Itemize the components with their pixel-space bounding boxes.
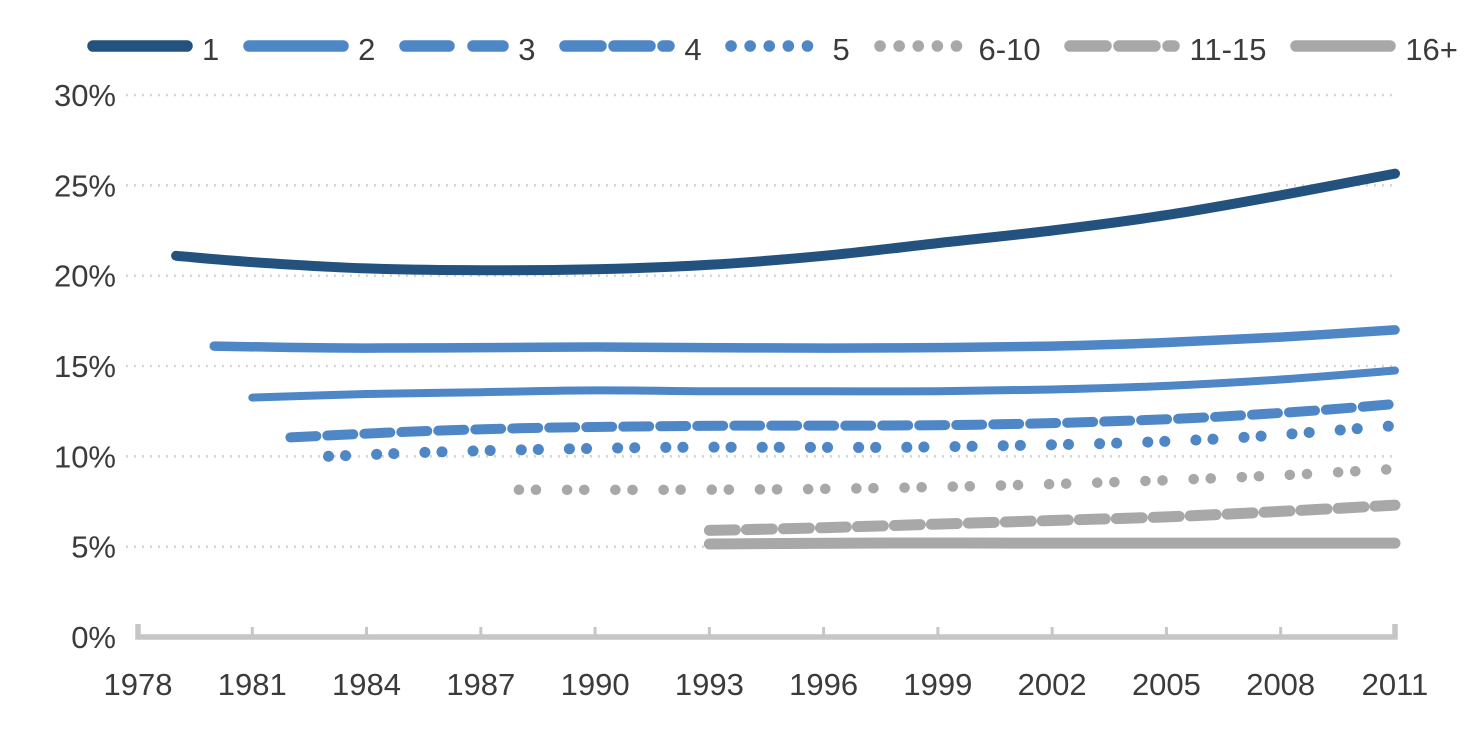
series-line-11-15 — [703, 499, 1401, 536]
x-axis-tick-labels: 1978 1981 1984 1987 1990 1993 1996 1999 2002 2005… — [104, 667, 1429, 702]
legend-sample-16+ — [1290, 40, 1397, 52]
legend-sample-11-15 — [1064, 40, 1181, 52]
x-tick-label: 2005 — [1132, 667, 1201, 702]
legend-label-1: 1 — [202, 31, 220, 67]
legend-sample-2 — [243, 40, 349, 52]
legend-item-2: 2 — [242, 31, 376, 67]
legend-label-4: 4 — [684, 31, 702, 67]
x-tick-label: 1984 — [332, 667, 401, 702]
series-line-16+ — [703, 537, 1401, 550]
legend-item-11-15: 11-15 — [1063, 31, 1267, 67]
x-axis — [135, 624, 1398, 640]
legend-item-16+: 16+ — [1289, 31, 1458, 67]
legend-item-1: 1 — [86, 31, 220, 67]
x-tick-label: 2008 — [1246, 667, 1315, 702]
series-line-4 — [285, 398, 1400, 443]
series-line-3 — [248, 366, 1399, 402]
legend-label-16+: 16+ — [1405, 31, 1458, 67]
series-line-1 — [171, 168, 1400, 276]
y-tick-label: 15% — [54, 349, 116, 384]
legend-item-6-10: 6-10 — [873, 31, 1041, 67]
y-tick-label: 10% — [54, 439, 116, 474]
x-tick-label: 2002 — [1018, 667, 1087, 702]
legend-label-2: 2 — [358, 31, 376, 67]
legend-sample-1 — [87, 40, 193, 52]
y-tick-label: 20% — [54, 259, 116, 294]
series-line-2 — [209, 325, 1400, 353]
legend-label-5: 5 — [832, 31, 850, 67]
x-tick-label: 1993 — [675, 667, 744, 702]
legend-item-4: 4 — [558, 31, 702, 67]
y-tick-label: 0% — [71, 620, 116, 655]
legend-sample-5 — [725, 40, 824, 52]
x-tick-label: 1987 — [446, 667, 515, 702]
x-tick-label: 1981 — [218, 667, 287, 702]
legend-sample-4 — [559, 40, 676, 52]
legend-label-3: 3 — [518, 31, 536, 67]
chart-legend: 1 2 3 4 5 6-10 11-15 16+ — [86, 27, 1458, 65]
y-tick-label: 25% — [54, 168, 116, 203]
x-tick-label: 2011 — [1362, 667, 1429, 702]
y-tick-label: 30% — [54, 78, 116, 113]
series-lines — [171, 168, 1401, 550]
legend-label-6-10: 6-10 — [978, 31, 1041, 67]
legend-sample-6-10 — [873, 40, 970, 52]
x-tick-label: 1990 — [561, 667, 630, 702]
legend-sample-3 — [399, 40, 509, 52]
y-axis-labels: 30% 25% 20% 15% 10% 5% 0% — [54, 78, 116, 655]
legend-item-3: 3 — [398, 31, 536, 67]
y-tick-label: 5% — [71, 530, 116, 565]
x-tick-label: 1978 — [104, 667, 173, 702]
x-tick-label: 1996 — [789, 667, 858, 702]
x-tick-label: 1999 — [903, 667, 972, 702]
legend-item-5: 5 — [724, 31, 850, 67]
series-line-5 — [323, 420, 1401, 462]
legend-label-11-15: 11-15 — [1189, 31, 1267, 67]
x-axis-line — [135, 624, 1398, 640]
series-line-6-10 — [513, 463, 1401, 496]
